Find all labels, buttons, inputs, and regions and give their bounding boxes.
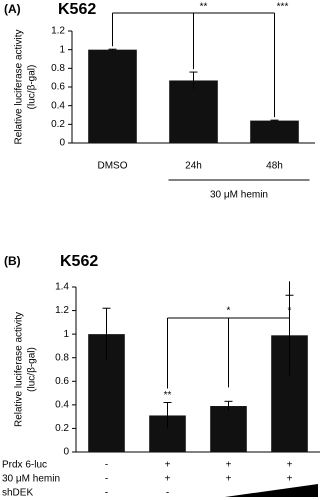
y-tick-label: 1.4: [55, 282, 69, 293]
y-tick-label: 0.4: [51, 100, 65, 111]
condition-value: -: [105, 474, 108, 485]
condition-label: shDEK: [2, 488, 33, 499]
y-tick-label: 0.4: [55, 399, 69, 410]
panel-label: (B): [4, 254, 21, 268]
y-tick-label: 1: [63, 329, 69, 340]
chart-title: K562: [60, 253, 98, 270]
y-axis-label: Relative luciferase activity: [14, 29, 25, 144]
y-axis-label: (luc/β-gal): [27, 65, 38, 110]
error-bar: [163, 402, 172, 429]
x-tick-label: 48h: [266, 161, 283, 172]
error-bar: [270, 119, 279, 122]
significance: **: [164, 390, 172, 401]
panel-label: (A): [4, 2, 21, 16]
bar: [210, 406, 247, 452]
x-tick-label: 24h: [185, 161, 202, 172]
y-tick-label: 0.2: [51, 119, 65, 130]
shdek-wedge: [225, 484, 318, 497]
y-tick-label: 0: [59, 138, 65, 149]
y-tick-label: 1: [59, 44, 65, 55]
y-tick-label: 0.6: [51, 82, 65, 93]
error-bar: [102, 307, 111, 361]
x-tick-label: DMSO: [98, 161, 128, 172]
significance: ***: [277, 2, 289, 13]
condition-value: -: [105, 460, 108, 471]
condition-value: +: [226, 460, 232, 471]
y-tick-label: 0.6: [55, 376, 69, 387]
error-bar: [224, 400, 233, 411]
condition-value: -: [166, 488, 169, 499]
error-bar: [189, 71, 198, 89]
error-bar: [108, 48, 117, 51]
y-tick-label: 0.2: [55, 423, 69, 434]
condition-value: +: [165, 460, 171, 471]
chart-title: K562: [58, 1, 96, 18]
condition-label: 30 μM hemin: [2, 474, 60, 485]
y-tick-label: 1.2: [55, 305, 69, 316]
condition-value: +: [287, 474, 293, 485]
condition-label: Prdx 6-luc: [2, 460, 47, 471]
y-axis-label: Relative luciferase activity: [14, 312, 25, 427]
y-tick-label: 1.2: [51, 26, 65, 37]
bar: [169, 80, 218, 143]
bar: [250, 120, 299, 143]
y-tick-label: 0.8: [55, 352, 69, 363]
condition-value: +: [287, 460, 293, 471]
y-axis-label: (luc/β-gal): [27, 347, 38, 392]
group-label: 30 μM hemin: [210, 190, 268, 201]
significance: *: [227, 306, 231, 317]
y-tick-label: 0.8: [51, 63, 65, 74]
condition-value: -: [105, 488, 108, 499]
condition-value: +: [165, 474, 171, 485]
significance: *: [288, 306, 292, 317]
condition-value: +: [226, 474, 232, 485]
bar: [88, 49, 137, 143]
y-tick-label: 0: [63, 447, 69, 458]
significance: **: [200, 2, 208, 13]
